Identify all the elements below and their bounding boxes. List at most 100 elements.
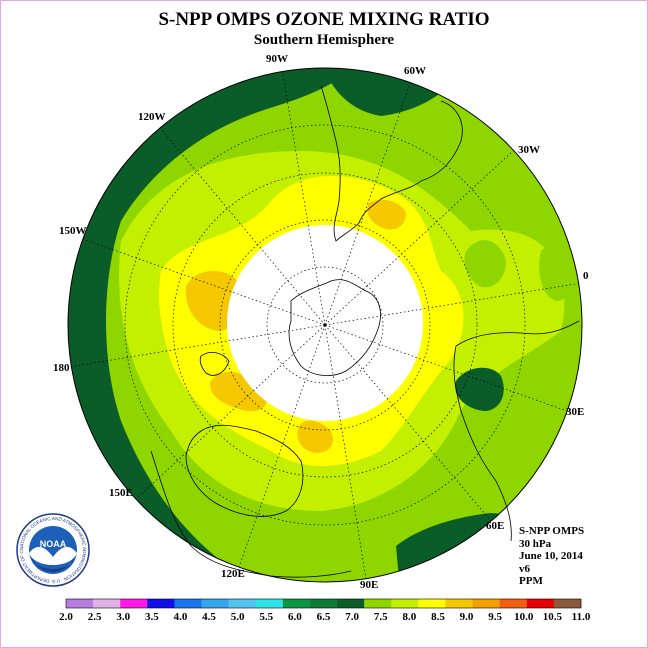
graticule — [68, 68, 582, 580]
noaa-logo-wave — [31, 557, 75, 572]
info-level: 30 hPa — [519, 537, 552, 550]
colorbar-border — [65, 598, 582, 609]
asia-coast — [150, 450, 352, 578]
colorbar-swatch — [526, 599, 555, 608]
no-data-polar-cap — [227, 225, 423, 421]
info-version: v6 — [519, 562, 530, 575]
colorbar-swatch — [228, 599, 257, 608]
colorbar-swatch — [147, 599, 175, 608]
colorbar-label: 2.0 — [59, 611, 73, 623]
meridian-120w — [160, 128, 326, 326]
lon-label-30e: 30E — [566, 406, 584, 418]
latitude-circle-2 — [219, 219, 431, 431]
africa-coast — [453, 320, 580, 542]
map-title: S-NPP OMPS OZONE MIXING RATIO — [158, 9, 490, 30]
colorbar-swatch — [391, 599, 419, 608]
meridian-60w — [324, 80, 412, 326]
meridian-0 — [324, 282, 582, 326]
colorbar-label: 4.5 — [202, 611, 216, 623]
colorbar-label: 9.5 — [488, 611, 502, 623]
info-date: June 10, 2014 — [519, 550, 583, 562]
south-america-coast — [320, 85, 463, 242]
lon-label-150w: 150W — [59, 225, 87, 237]
colorbar-swatch — [418, 599, 446, 608]
lon-label-90e: 90E — [360, 579, 378, 591]
colorbar-label: 11.0 — [572, 611, 591, 623]
latitude-circle-4 — [124, 124, 526, 526]
colorbar-swatch — [472, 599, 500, 608]
lon-label-60e: 60E — [486, 520, 504, 532]
colorbar-label: 3.5 — [145, 611, 159, 623]
new-zealand-coast — [199, 351, 230, 376]
colorbar-swatch — [66, 599, 94, 608]
colorbar-swatch — [255, 599, 284, 608]
colorbar-label: 4.0 — [174, 611, 188, 623]
ozone-band-6.5-7.0 — [68, 68, 361, 582]
colorbar-swatch — [445, 599, 473, 608]
colorbar-label: 8.0 — [402, 611, 416, 623]
ozone-band-9.0-9.5-d — [367, 199, 406, 230]
colorbar-label: 3.0 — [116, 611, 130, 623]
latitude-circle-3 — [172, 172, 478, 478]
ozone-band-7.5-8.0-e — [539, 242, 582, 301]
lon-label-120w: 120W — [138, 111, 166, 123]
lon-label-0: 0 — [583, 270, 589, 282]
colorbar-label: 6.0 — [288, 611, 302, 623]
colorbar-label: 5.5 — [259, 611, 273, 623]
colorbar-label: 7.5 — [374, 611, 388, 623]
colorbar-label: 10.5 — [543, 611, 563, 623]
lon-label-60w: 60W — [404, 65, 426, 77]
colorbar-swatch — [174, 599, 202, 608]
info-units: PPM — [519, 575, 543, 587]
meridian-150w — [82, 238, 326, 326]
meridian-150e — [136, 324, 326, 499]
colorbar-label: 8.5 — [431, 611, 445, 623]
colorbar-swatch — [120, 599, 148, 608]
colorbar-swatch — [337, 599, 365, 608]
meridian-180 — [68, 324, 326, 368]
colorbar-label: 7.0 — [345, 611, 359, 623]
lon-label-180: 180 — [53, 362, 70, 374]
colorbar-label: 5.0 — [231, 611, 245, 623]
colorbar-swatch — [364, 599, 392, 608]
colorbar-label: 6.5 — [317, 611, 331, 623]
ozone-band-6.5-7.0-d — [455, 367, 504, 411]
colorbar-swatch — [201, 599, 229, 608]
colorbar: 2.0 2.5 3.0 3.5 4.0 4.5 5.0 5.5 6.0 6.5 7.0 7.5 8.0 8… — [59, 598, 591, 623]
colorbar-swatch — [93, 599, 121, 608]
colorbar-swatch — [499, 599, 528, 608]
noaa-logo-bird — [29, 546, 77, 565]
colorbar-label: 9.0 — [460, 611, 474, 623]
info-panel: S-NPP OMPS 30 hPa June 10, 2014 v6 PPM — [519, 525, 584, 588]
ozone-band-7.5-8.0-f — [464, 240, 506, 288]
latitude-circle-1 — [266, 266, 384, 384]
map-subtitle: Southern Hemisphere — [253, 32, 395, 48]
meridian-30w — [324, 150, 514, 326]
colorbar-swatch — [553, 599, 582, 608]
lon-label-120e: 120E — [221, 568, 245, 580]
noaa-logo-text: NOAA — [40, 539, 67, 549]
colorbar-label: 2.5 — [88, 611, 102, 623]
meridian-90w — [281, 68, 326, 326]
south-pole-marker — [323, 323, 327, 327]
ozone-field — [68, 68, 582, 582]
australia-coast — [185, 424, 304, 517]
ozone-band-7.5-8.0 — [68, 68, 582, 582]
colorbar-label: 10.0 — [514, 611, 534, 623]
antarctica-coast — [288, 279, 381, 376]
meridian-30e — [324, 324, 568, 412]
meridian-120e — [238, 324, 326, 568]
colorbar-swatch — [282, 599, 311, 608]
coastlines — [150, 85, 580, 578]
lon-label-30w: 30W — [518, 144, 540, 156]
ozone-band-9.0-9.5-c — [297, 420, 333, 453]
map-boundary — [67, 67, 583, 583]
lon-label-90w: 90W — [266, 53, 288, 65]
meridian-60e — [324, 324, 492, 522]
info-instrument: S-NPP OMPS — [519, 525, 585, 537]
meridian-90e — [324, 324, 367, 580]
lon-label-150e: 150E — [109, 487, 133, 499]
colorbar-swatch — [309, 599, 338, 608]
